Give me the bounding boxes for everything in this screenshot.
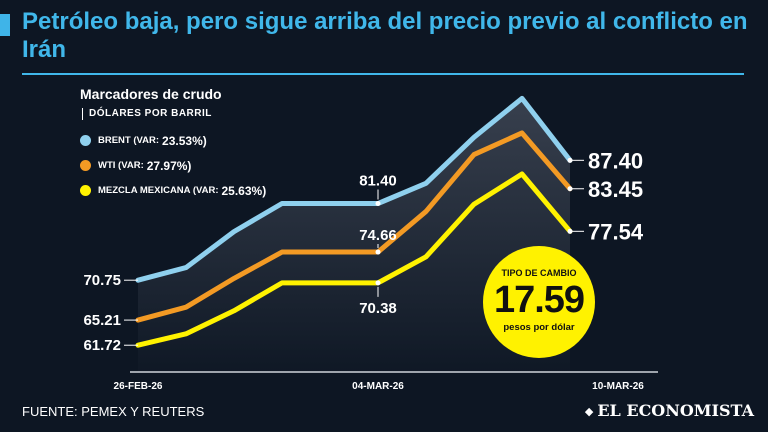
mid-dot-wti: [375, 249, 381, 255]
exchange-rate-unit: pesos por dólar: [503, 322, 575, 333]
legend-item-mezcla: MEZCLA MEXICANA (VAR: 25.63%): [80, 178, 266, 203]
mezcla-swatch-icon: [80, 185, 91, 196]
data-label-start-brent: 70.75: [83, 272, 121, 289]
x-tick-label-1: 04-MAR-26: [352, 381, 404, 392]
exchange-rate-value: 17.59: [493, 279, 585, 321]
x-tick-label-0: 26-FEB-26: [114, 381, 163, 392]
page-title: Petróleo baja, pero sigue arriba del pre…: [22, 8, 748, 63]
x-tick-label-2: 10-MAR-26: [592, 381, 644, 392]
legend-item-wti: WTI (VAR: 27.97%): [80, 153, 266, 178]
exchange-rate-label: TIPO DE CAMBIO: [501, 268, 577, 278]
legend-var-brent: 23.53%): [162, 133, 207, 148]
exchange-rate-badge: TIPO DE CAMBIO 17.59 pesos por dólar: [483, 246, 595, 358]
data-label-mid-mezcla: 70.38: [359, 300, 397, 317]
data-label-start-mezcla: 61.72: [83, 337, 121, 354]
publisher-logo: ◆ EL ECONOMISTA: [585, 401, 754, 420]
source-credit: FUENTE: PEMEX Y REUTERS: [22, 404, 205, 419]
headline-accent-bar: [0, 14, 10, 36]
data-label-mid-wti: 74.66: [359, 227, 397, 244]
legend: BRENT (VAR: 23.53%) WTI (VAR: 27.97%) ME…: [80, 128, 266, 203]
series-line-wti: [135, 130, 573, 323]
title-divider: [22, 73, 744, 75]
publisher-logo-text: EL ECONOMISTA: [597, 401, 754, 420]
data-label-mid-brent: 81.40: [359, 173, 397, 190]
data-label-end-mezcla: 77.54: [588, 219, 644, 244]
legend-label-brent: BRENT (VAR:: [98, 135, 160, 146]
series-line-mezcla: [135, 171, 573, 348]
legend-var-wti: 27.97%): [146, 158, 192, 173]
data-label-end-brent: 87.40: [588, 148, 643, 173]
data-label-end-wti: 83.45: [588, 177, 643, 202]
legend-label-wti: WTI (VAR:: [98, 160, 144, 171]
logo-mark-icon: ◆: [584, 405, 594, 418]
legend-var-mezcla: 25.63%): [221, 183, 267, 198]
mid-dot-brent: [375, 201, 381, 207]
brent-swatch-icon: [80, 135, 91, 146]
legend-subtitle: DÓLARES POR BARRIL: [82, 108, 212, 120]
series-line-brent: [135, 95, 573, 283]
legend-item-brent: BRENT (VAR: 23.53%): [80, 128, 266, 153]
legend-title: Marcadores de crudo: [80, 86, 222, 102]
mid-dot-mezcla: [375, 280, 381, 286]
legend-label-mezcla: MEZCLA MEXICANA (VAR:: [98, 185, 219, 196]
data-label-start-wti: 65.21: [83, 312, 121, 329]
wti-swatch-icon: [80, 160, 91, 171]
